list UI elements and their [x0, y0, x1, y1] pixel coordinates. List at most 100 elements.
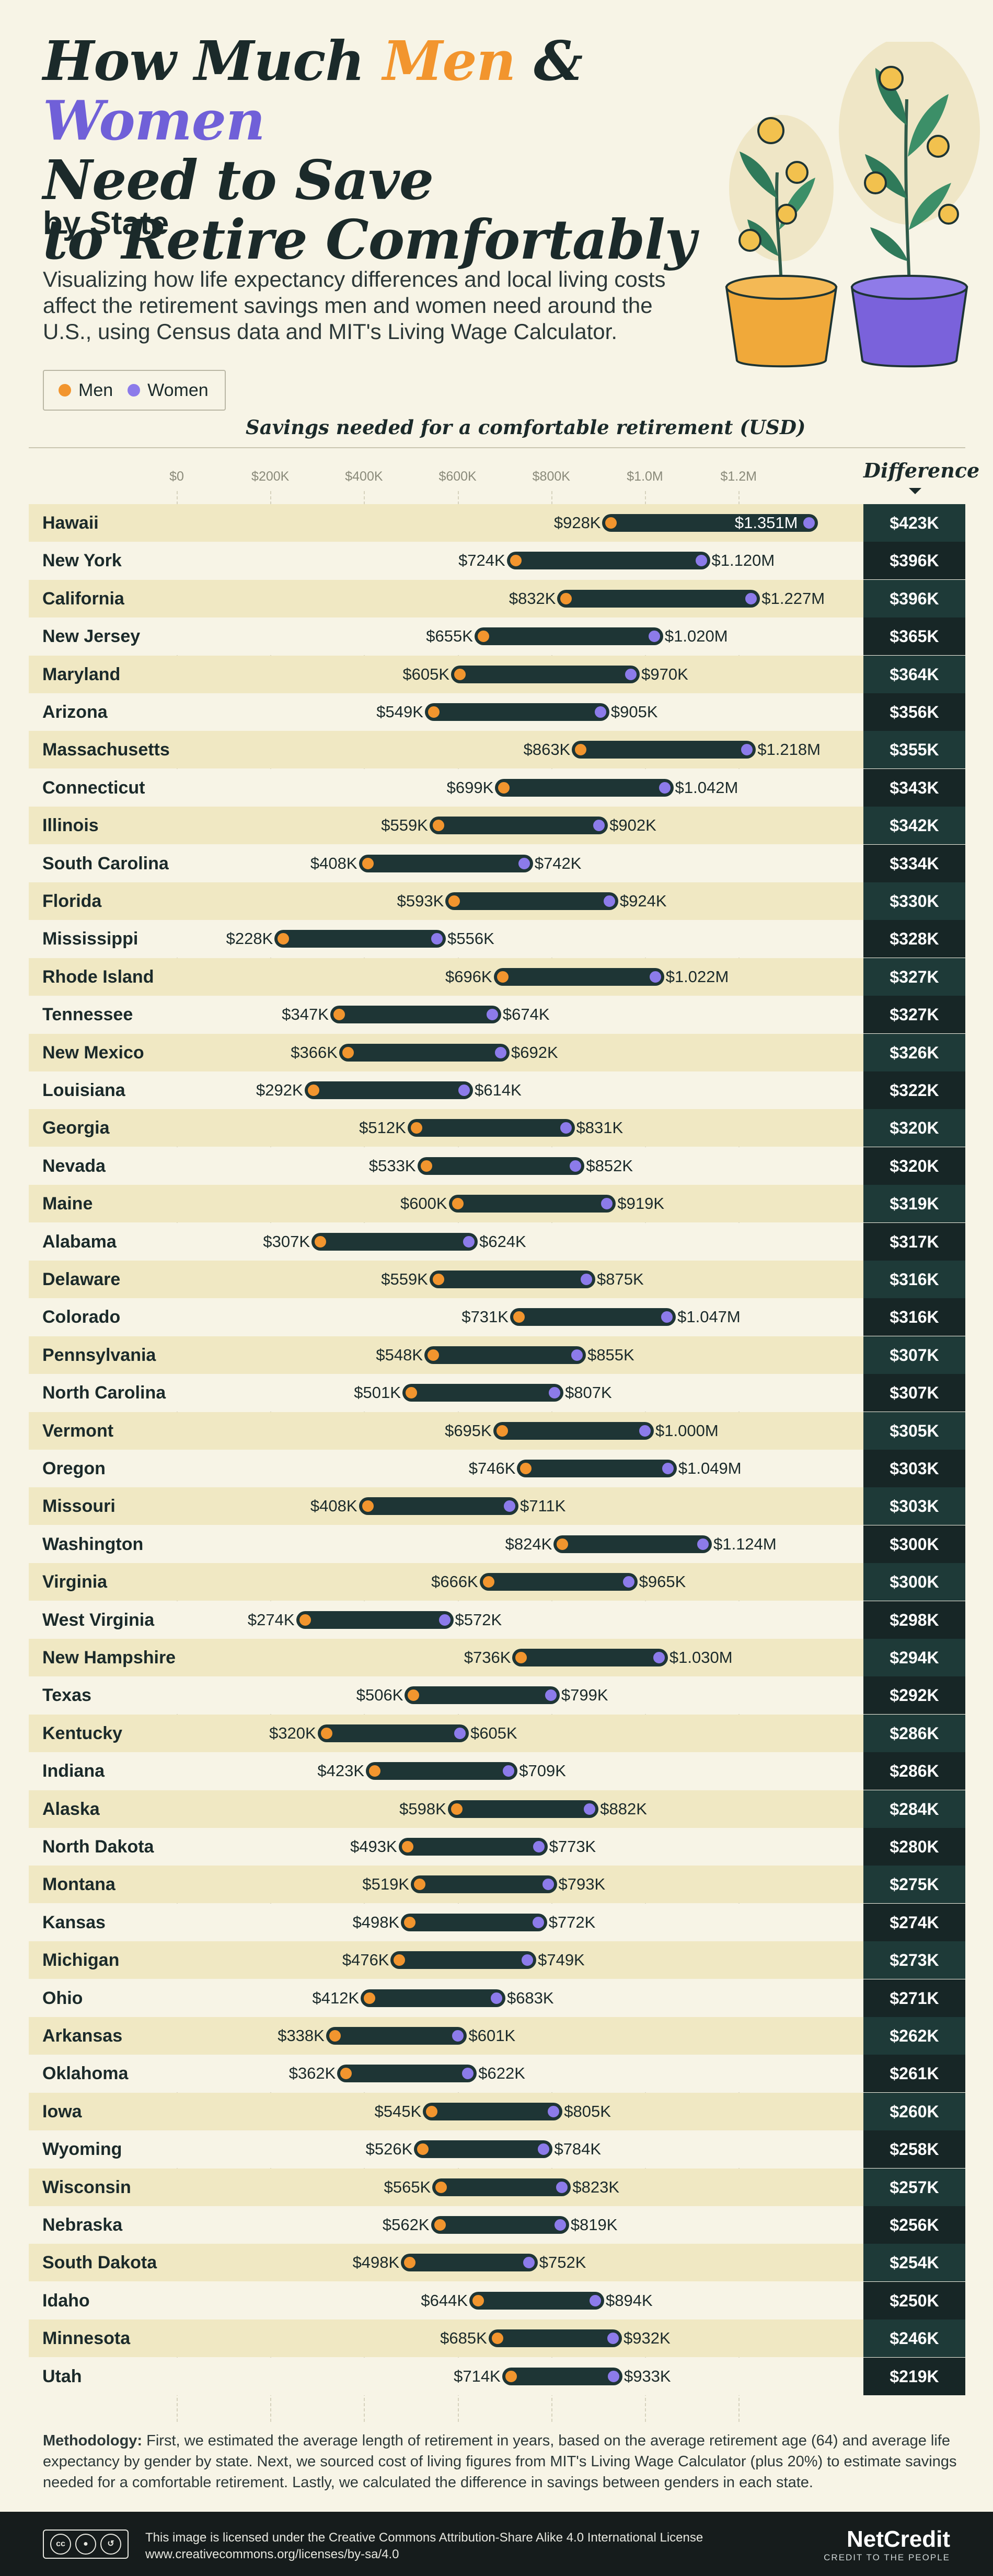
women-value-label: $784K [554, 2140, 602, 2159]
women-point [802, 516, 817, 530]
chart-row: Nebraska $562K $819K $256K [29, 2206, 965, 2244]
state-label: Illinois [42, 815, 99, 836]
women-point [451, 2029, 466, 2043]
legend: Men Women [43, 370, 226, 411]
difference-value: $334K [863, 844, 965, 882]
men-value-label: $545K [374, 2102, 422, 2120]
difference-value: $300K [863, 1563, 965, 1601]
men-point [573, 742, 588, 757]
chart-row: Connecticut $699K $1.042M $343K [29, 768, 965, 807]
men-value-label: $714K [454, 2367, 501, 2385]
chart-row: Missouri $408K $711K $303K [29, 1487, 965, 1525]
men-value-label: $519K [362, 1875, 410, 1894]
dumbbell-bar [359, 854, 533, 872]
difference-value: $365K [863, 617, 965, 656]
state-label: Colorado [42, 1307, 121, 1327]
money-plants-illustration [725, 42, 980, 368]
men-point [406, 1688, 421, 1703]
women-point [502, 1499, 517, 1514]
chart-row: Iowa $545K $805K $260K [29, 2092, 965, 2130]
women-value-label: $572K [455, 1610, 502, 1629]
women-value-label: $624K [479, 1232, 526, 1251]
men-value-label: $559K [381, 1270, 428, 1288]
dumbbell-bar [602, 514, 818, 532]
women-value-label: $1.042M [675, 778, 738, 797]
women-value-label: $692K [511, 1043, 558, 1062]
women-value-label: $605K [470, 1723, 517, 1742]
men-point [514, 1650, 529, 1665]
dumbbell-bar [469, 2291, 605, 2310]
state-label: Kansas [42, 1912, 106, 1932]
state-label: Utah [42, 2366, 82, 2386]
women-point [660, 1461, 675, 1476]
x-tick-label: $0 [169, 469, 184, 484]
dumbbell-bar [405, 1686, 560, 1705]
women-value-label: $683K [506, 1988, 554, 2007]
men-value-label: $644K [421, 2291, 468, 2310]
state-label: North Dakota [42, 1837, 154, 1857]
women-value-label: $805K [564, 2102, 611, 2120]
women-point [646, 629, 662, 644]
difference-value: $273K [863, 1941, 965, 1979]
men-value-label: $746K [468, 1459, 516, 1477]
men-value-label: $493K [350, 1837, 397, 1856]
chart-title: Savings needed for a comfortable retirem… [246, 416, 806, 439]
men-value-label: $476K [342, 1951, 389, 1969]
x-tick-label: $400K [345, 469, 383, 484]
women-point [657, 780, 672, 795]
women-value-label: $902K [609, 816, 656, 835]
women-point [606, 2369, 621, 2384]
state-label: Wisconsin [42, 2177, 131, 2197]
women-value-label: $924K [619, 892, 667, 910]
men-point [432, 2218, 447, 2232]
chart-row: Nevada $533K $852K $320K [29, 1147, 965, 1185]
dumbbell-bar [390, 1951, 537, 1969]
chart-row: Oklahoma $362K $622K $261K [29, 2055, 965, 2093]
men-value-label: $512K [359, 1118, 406, 1137]
men-value-label: $696K [445, 967, 492, 986]
difference-value: $274K [863, 1903, 965, 1941]
difference-value: $423K [863, 504, 965, 542]
dumbbell-bar [429, 1270, 595, 1288]
difference-value: $300K [863, 1525, 965, 1563]
women-point [579, 1272, 594, 1287]
women-value-label: $807K [565, 1383, 612, 1402]
men-value-label: $362K [288, 2064, 336, 2083]
men-value-label: $695K [445, 1421, 492, 1440]
page-subtitle: by State [43, 205, 169, 241]
women-point [568, 1158, 583, 1173]
dumbbell-bar [429, 817, 608, 835]
women-point [540, 1877, 556, 1892]
license-text: This image is licensed under the Creativ… [145, 2530, 703, 2563]
men-value-label: $736K [464, 1648, 511, 1666]
difference-value: $262K [863, 2017, 965, 2055]
dumbbell-bar [296, 1611, 454, 1629]
state-label: Pennsylvania [42, 1345, 156, 1365]
x-tick-label: $200K [251, 469, 290, 484]
state-label: California [42, 588, 124, 609]
men-value-label: $685K [440, 2329, 487, 2348]
men-point [604, 516, 619, 530]
women-value-label: $1.022M [665, 967, 729, 986]
difference-heading: Difference [863, 459, 980, 482]
men-point [319, 1726, 334, 1741]
women-point [430, 931, 445, 947]
women-point [593, 705, 608, 719]
women-value-label: $852K [586, 1156, 633, 1175]
state-label: Iowa [42, 2101, 82, 2122]
men-point [313, 1234, 328, 1249]
license-url[interactable]: www.creativecommons.org/licenses/by-sa/4… [145, 2547, 399, 2561]
dumbbell-bar [474, 627, 663, 646]
women-value-label: $799K [561, 1686, 608, 1705]
difference-value: $303K [863, 1487, 965, 1525]
chart-row: Wisconsin $565K $823K $257K [29, 2168, 965, 2206]
methodology-label: Methodology: [43, 2432, 143, 2449]
men-point [362, 1990, 377, 2006]
dumbbell-bar [326, 2027, 467, 2045]
men-point [276, 931, 291, 947]
difference-value: $246K [863, 2319, 965, 2358]
chart-row: Arkansas $338K $601K $262K [29, 2017, 965, 2055]
men-point [495, 969, 510, 984]
difference-value: $307K [863, 1336, 965, 1374]
men-point [331, 1007, 347, 1022]
